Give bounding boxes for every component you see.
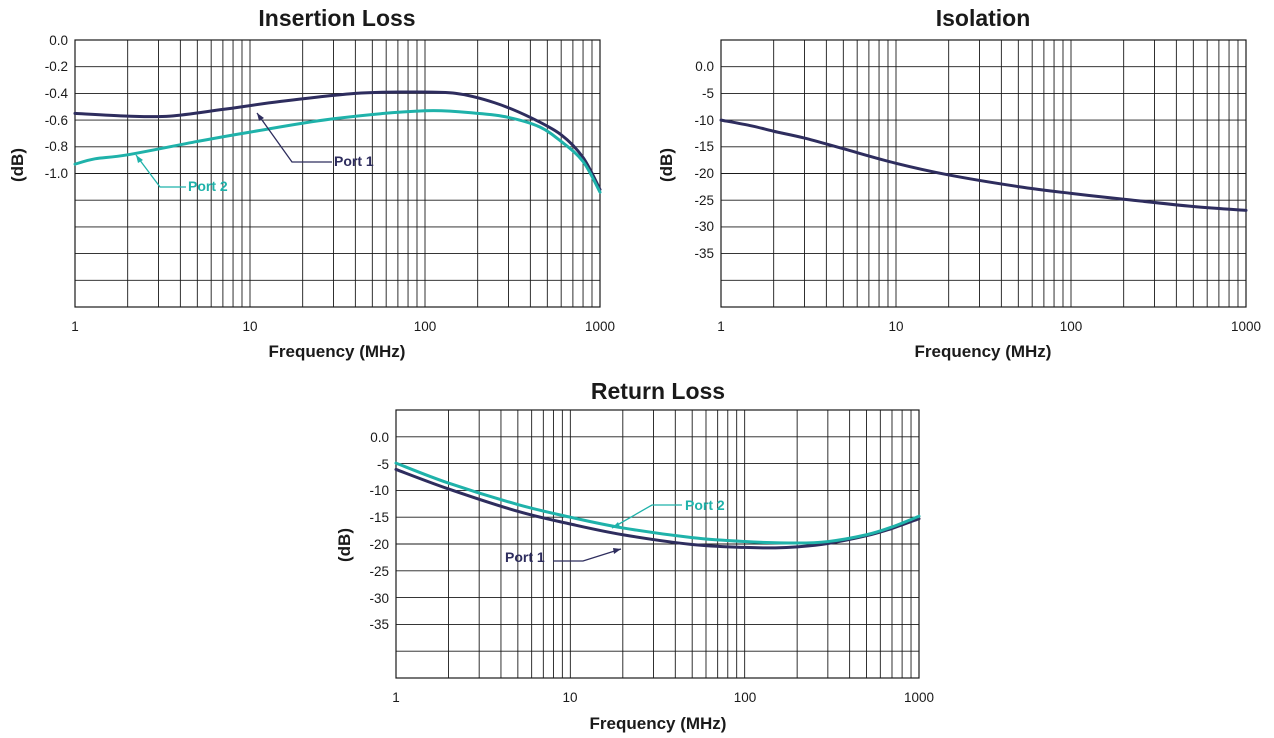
y-tick-label: 0.0 bbox=[370, 430, 389, 445]
return-loss-x-axis-label: Frequency (MHz) bbox=[590, 714, 727, 733]
x-tick-label: 1000 bbox=[904, 690, 934, 705]
insertion-loss-grid bbox=[75, 40, 600, 307]
series-line-port-1 bbox=[394, 467, 921, 550]
y-tick-label: -20 bbox=[694, 166, 714, 181]
x-tick-label: 10 bbox=[562, 690, 577, 705]
y-tick-label: 0.0 bbox=[49, 33, 68, 48]
port-1-leader-line bbox=[256, 112, 332, 163]
y-tick-label: -35 bbox=[369, 617, 389, 632]
port-1-callout: Port 1 bbox=[505, 548, 622, 565]
series-line-port-2 bbox=[394, 461, 921, 545]
insertion-loss-title: Insertion Loss bbox=[258, 5, 415, 31]
port-1-arrowhead bbox=[613, 548, 621, 554]
y-tick-label: 0.0 bbox=[695, 59, 714, 74]
return-loss-chart: Return Loss 0.0 -5 -10 -15 -20 -25 -30 -… bbox=[335, 378, 934, 733]
return-loss-y-axis-label: (dB) bbox=[335, 528, 354, 562]
x-tick-label: 100 bbox=[734, 690, 757, 705]
y-tick-label: -0.2 bbox=[45, 59, 68, 74]
y-tick-label: -1.0 bbox=[45, 166, 68, 181]
insertion-loss-chart: Insertion Loss 0.0 -0.2 -0.4 -0.6 -0.8 -… bbox=[8, 5, 615, 361]
y-tick-label: -15 bbox=[369, 510, 389, 525]
port-1-label: Port 1 bbox=[334, 153, 374, 169]
port-2-callout: Port 2 bbox=[611, 497, 725, 529]
y-tick-label: -5 bbox=[377, 457, 389, 472]
x-tick-label: 1000 bbox=[585, 319, 615, 334]
insertion-loss-x-axis-label: Frequency (MHz) bbox=[269, 342, 406, 361]
return-loss-title: Return Loss bbox=[591, 378, 725, 404]
port-2-arrowhead bbox=[136, 155, 143, 163]
series-line-port-2 bbox=[73, 109, 602, 194]
insertion-loss-y-ticks: 0.0 -0.2 -0.4 -0.6 -0.8 -1.0 bbox=[45, 33, 69, 181]
port-2-label: Port 2 bbox=[685, 497, 725, 513]
y-tick-label: -25 bbox=[369, 564, 389, 579]
y-tick-label: -10 bbox=[694, 113, 714, 128]
isolation-grid bbox=[721, 40, 1246, 307]
y-tick-label: -15 bbox=[694, 139, 714, 154]
return-loss-x-ticks: 1 10 100 1000 bbox=[392, 690, 934, 705]
port-2-label: Port 2 bbox=[188, 178, 228, 194]
isolation-y-axis-label: (dB) bbox=[657, 148, 676, 182]
return-loss-y-ticks: 0.0 -5 -10 -15 -20 -25 -30 -35 bbox=[369, 430, 389, 632]
isolation-title: Isolation bbox=[936, 5, 1031, 31]
y-tick-label: -25 bbox=[694, 193, 714, 208]
x-tick-label: 1 bbox=[71, 319, 79, 334]
y-tick-label: -5 bbox=[702, 86, 714, 101]
port-2-arrowhead bbox=[612, 522, 620, 528]
port-2-callout: Port 2 bbox=[135, 154, 228, 194]
insertion-loss-x-ticks: 1 10 100 1000 bbox=[71, 319, 615, 334]
isolation-y-ticks: 0.0 -5 -10 -15 -20 -25 -30 -35 bbox=[694, 59, 714, 261]
y-tick-label: -0.4 bbox=[45, 86, 69, 101]
insertion-loss-plot-frame bbox=[74, 39, 601, 308]
series-line-port-1 bbox=[73, 90, 602, 192]
y-tick-label: -30 bbox=[369, 591, 389, 606]
insertion-loss-y-axis-label: (dB) bbox=[8, 148, 27, 182]
x-tick-label: 1 bbox=[717, 319, 725, 334]
x-tick-label: 1000 bbox=[1231, 319, 1261, 334]
series-line-isolation bbox=[719, 118, 1248, 212]
isolation-plot-frame bbox=[720, 39, 1247, 308]
port-1-leader-line bbox=[553, 548, 622, 562]
y-tick-label: -30 bbox=[694, 219, 714, 234]
x-tick-label: 100 bbox=[1060, 319, 1083, 334]
isolation-chart: Isolation 0.0 -5 -10 -15 -20 -25 -30 -35… bbox=[657, 5, 1261, 361]
port-1-label: Port 1 bbox=[505, 549, 545, 565]
port-2-leader-line bbox=[611, 504, 682, 529]
x-tick-label: 1 bbox=[392, 690, 400, 705]
port-2-leader-line bbox=[135, 154, 186, 188]
x-tick-label: 100 bbox=[414, 319, 437, 334]
isolation-x-axis-label: Frequency (MHz) bbox=[915, 342, 1052, 361]
x-tick-label: 10 bbox=[888, 319, 903, 334]
y-tick-label: -0.6 bbox=[45, 113, 68, 128]
y-tick-label: -35 bbox=[694, 246, 714, 261]
port-1-callout: Port 1 bbox=[256, 112, 374, 169]
port-1-arrowhead bbox=[257, 113, 264, 121]
isolation-x-ticks: 1 10 100 1000 bbox=[717, 319, 1261, 334]
y-tick-label: -0.8 bbox=[45, 139, 68, 154]
return-loss-grid bbox=[396, 410, 919, 678]
x-tick-label: 10 bbox=[242, 319, 257, 334]
y-tick-label: -20 bbox=[369, 537, 389, 552]
y-tick-label: -10 bbox=[369, 483, 389, 498]
return-loss-plot-frame bbox=[395, 409, 920, 679]
